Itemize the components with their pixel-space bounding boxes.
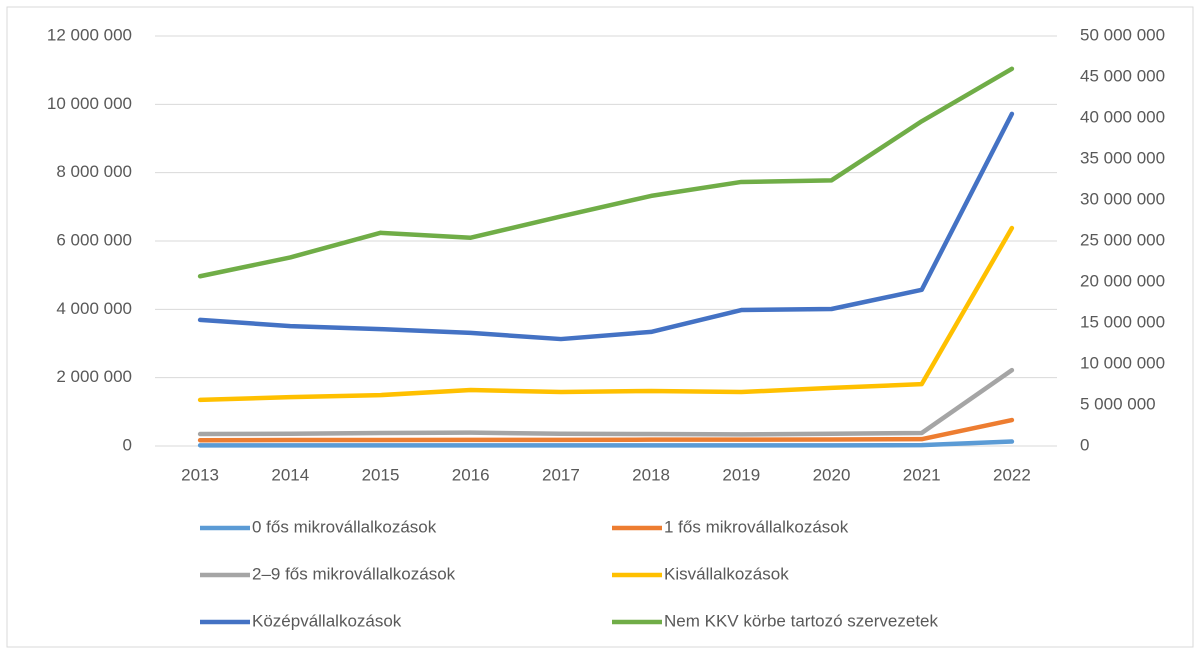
series-line <box>197 225 1015 403</box>
y-tick-label: 10 000 000 <box>47 94 132 113</box>
legend-label: Nem KKV körbe tartozó szervezetek <box>664 611 939 630</box>
x-tick-label: 2019 <box>722 465 760 484</box>
y-tick-label: 8 000 000 <box>56 162 132 181</box>
x-tick-label: 2020 <box>813 465 851 484</box>
x-tick-label: 2013 <box>181 465 219 484</box>
series-line <box>197 417 1015 443</box>
y2-tick-label: 10 000 000 <box>1080 353 1165 372</box>
y-tick-label: 4 000 000 <box>56 299 132 318</box>
y2-tick-label: 35 000 000 <box>1080 148 1165 167</box>
chart-border <box>6 6 1194 648</box>
legend-label: Középvállalkozások <box>252 611 402 630</box>
legend-label: 2–9 fős mikrovállalkozások <box>252 564 456 583</box>
y2-tick-label: 20 000 000 <box>1080 271 1165 290</box>
x-tick-label: 2017 <box>542 465 580 484</box>
y-tick-label: 0 <box>123 435 132 454</box>
x-tick-label: 2016 <box>452 465 490 484</box>
legend-label: Kisvállalkozások <box>664 564 789 583</box>
y2-tick-label: 0 <box>1080 435 1089 454</box>
x-tick-label: 2014 <box>271 465 309 484</box>
legend-label: 1 fős mikrovállalkozások <box>664 517 849 536</box>
x-tick-label: 2018 <box>632 465 670 484</box>
legend-label: 0 fős mikrovállalkozások <box>252 517 437 536</box>
y2-tick-label: 15 000 000 <box>1080 312 1165 331</box>
series-line <box>197 111 1015 342</box>
x-tick-label: 2021 <box>903 465 941 484</box>
y2-tick-label: 50 000 000 <box>1080 25 1165 44</box>
y2-tick-label: 25 000 000 <box>1080 230 1165 249</box>
y-tick-label: 2 000 000 <box>56 367 132 386</box>
y2-tick-label: 45 000 000 <box>1080 66 1165 85</box>
series-line <box>197 66 1015 279</box>
x-tick-label: 2015 <box>362 465 400 484</box>
y2-tick-label: 40 000 000 <box>1080 107 1165 126</box>
x-tick-label: 2022 <box>993 465 1031 484</box>
y2-tick-label: 30 000 000 <box>1080 189 1165 208</box>
y-tick-label: 12 000 000 <box>47 25 132 44</box>
y2-tick-label: 5 000 000 <box>1080 394 1156 413</box>
series-line <box>197 439 1015 448</box>
series-line <box>197 367 1015 437</box>
y-tick-label: 6 000 000 <box>56 230 132 249</box>
